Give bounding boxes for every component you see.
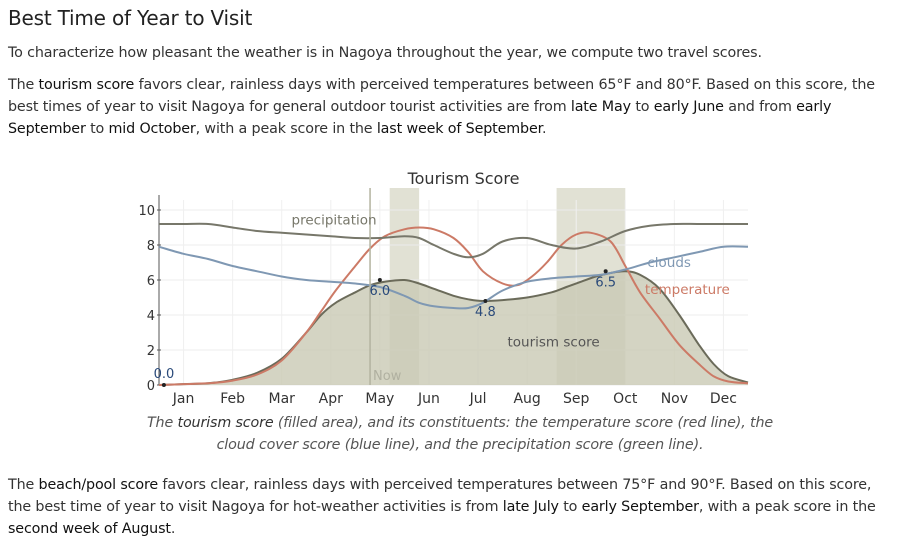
y-tick-label: 6: [147, 274, 155, 289]
data-point: [377, 278, 382, 282]
temperature-label: temperature: [645, 282, 730, 298]
caption-term-tourism-score: tourism score: [177, 415, 274, 431]
data-point: [161, 383, 166, 387]
chart-title: Tourism Score: [407, 169, 520, 188]
precipitation-label: precipitation: [292, 213, 377, 229]
precipitation-line: [158, 222, 748, 259]
data-label: 6.5: [595, 275, 616, 290]
data-label: 0.0: [154, 367, 175, 382]
chart-caption: The tourism score (filled area), and its…: [146, 415, 774, 453]
now-label: Now: [373, 369, 402, 384]
term-second-week-august: second week of August: [8, 521, 171, 537]
x-tick-label: Jul: [469, 391, 487, 407]
intro-paragraph: To characterize how pleasant the weather…: [8, 45, 762, 61]
term-late-may: late May: [570, 99, 631, 115]
term-early-september-beach: early September: [581, 499, 699, 515]
x-tick-label: Aug: [513, 391, 540, 407]
beach-paragraph: The beach/pool score favors clear, rainl…: [8, 477, 876, 537]
term-mid-october: mid October: [108, 121, 196, 137]
section-heading: Best Time of Year to Visit: [8, 6, 253, 30]
term-early-june: early June: [653, 99, 724, 115]
tourism-score-label: tourism score: [507, 335, 599, 351]
tourism-paragraph: The tourism score favors clear, rainless…: [8, 77, 875, 137]
x-tick-label: Dec: [710, 391, 737, 407]
data-label: 4.8: [475, 305, 496, 320]
term-late-july: late July: [502, 499, 559, 515]
clouds-line: [158, 245, 749, 310]
y-tick-label: 10: [138, 204, 155, 219]
x-tick-label: Feb: [220, 391, 245, 407]
x-tick-label: Jan: [172, 391, 195, 407]
clouds-label: clouds: [647, 255, 691, 271]
x-tick-label: Mar: [268, 391, 295, 407]
tourism-score-area: [159, 271, 748, 385]
x-tick-label: May: [365, 391, 394, 407]
data-point: [603, 269, 608, 274]
y-tick-label: 2: [147, 344, 155, 359]
term-last-week-september: last week of September: [376, 121, 543, 137]
temperature-line: [158, 226, 749, 386]
x-tick-label: Nov: [661, 391, 688, 407]
term-beach-pool-score: beach/pool score: [38, 477, 159, 493]
data-point: [483, 299, 488, 303]
x-tick-label: Jun: [417, 391, 440, 407]
y-tick-label: 0: [147, 379, 155, 394]
tourism-score-chart: Tourism Score 0 2 4 6 8 10 Now precipitation clou…: [138, 169, 749, 407]
term-early-september: early September: [8, 99, 832, 137]
x-tick-label: Apr: [319, 391, 343, 407]
data-label: 6.0: [370, 284, 391, 299]
y-tick-label: 8: [147, 239, 155, 254]
y-tick-label: 4: [147, 309, 155, 324]
term-tourism-score: tourism score: [38, 77, 135, 93]
x-tick-label: Oct: [613, 391, 638, 407]
x-tick-label: Sep: [563, 391, 590, 407]
